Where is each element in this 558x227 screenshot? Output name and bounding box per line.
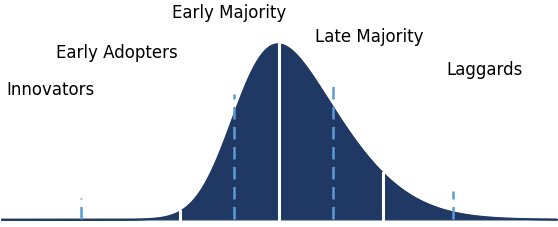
Text: Early Adopters: Early Adopters xyxy=(56,43,178,61)
Text: Late Majority: Late Majority xyxy=(315,28,424,46)
Text: Innovators: Innovators xyxy=(6,81,94,99)
Text: Early Majority: Early Majority xyxy=(172,4,286,22)
Text: Laggards: Laggards xyxy=(446,61,522,79)
